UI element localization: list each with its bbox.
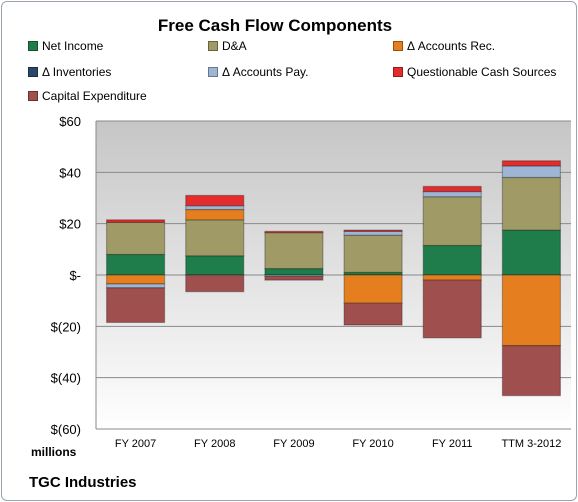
legend-item-accounts-pay: Δ Accounts Pay. <box>208 65 309 79</box>
bar-segment <box>185 255 245 276</box>
legend-label: D&A <box>222 39 247 53</box>
legend-label: Capital Expenditure <box>42 89 147 103</box>
bar-segment <box>105 221 166 256</box>
bar-segment <box>501 160 562 167</box>
bar-segment <box>343 229 403 232</box>
bar-segment <box>185 208 245 221</box>
legend-item-questionable-cash: Questionable Cash Sources <box>393 65 556 79</box>
bar-segment <box>264 275 324 281</box>
legend-label: Δ Accounts Rec. <box>407 39 496 53</box>
bar-segment <box>422 279 482 339</box>
bar-segment <box>105 274 166 285</box>
bar-segment <box>264 230 324 234</box>
x-tick-label: FY 2009 <box>273 438 314 450</box>
legend-label: Net Income <box>42 39 104 53</box>
bar-segment <box>105 219 166 223</box>
legend-swatch <box>393 66 403 77</box>
bar-segment <box>501 165 562 179</box>
chart-title: Free Cash Flow Components <box>157 16 393 35</box>
company-name: TGC Industries <box>29 474 137 491</box>
bar-segment <box>105 287 166 324</box>
y-tick-label: $- <box>69 268 81 283</box>
legend-swatch <box>28 40 38 51</box>
x-tick-label: FY 2007 <box>115 438 156 450</box>
bar-segment <box>185 194 245 207</box>
y-tick-label: $(20) <box>51 319 81 334</box>
x-tick-label: TTM 3-2012 <box>501 438 561 450</box>
bar-segment <box>422 274 482 281</box>
bar-segment <box>105 253 166 276</box>
bar-segment <box>343 234 403 274</box>
legend-swatch <box>208 66 218 77</box>
bar-segment <box>264 232 324 270</box>
bar-segment <box>185 219 245 257</box>
x-tick-label: FY 2008 <box>194 438 235 450</box>
y-tick-label: $(40) <box>51 371 81 386</box>
legend-item-accounts-rec: Δ Accounts Rec. <box>393 39 495 53</box>
bar-segment <box>343 302 403 326</box>
legend-label: Questionable Cash Sources <box>407 65 557 79</box>
bar-segment <box>501 229 562 276</box>
bar-segment <box>343 274 403 304</box>
legend-swatch <box>28 90 38 101</box>
legend-label: Δ Inventories <box>42 65 112 79</box>
y-tick-label: $20 <box>59 217 81 232</box>
bar-segment <box>422 196 482 247</box>
y-tick-label: $(60) <box>51 422 81 437</box>
bar-segment <box>422 190 482 198</box>
bar-segment <box>422 244 482 276</box>
x-tick-label: FY 2011 <box>432 438 473 450</box>
legend-swatch <box>28 66 38 77</box>
legend-swatch <box>393 40 403 51</box>
bar-segment <box>422 185 482 193</box>
bar-segment <box>501 176 562 231</box>
units-label: millions <box>31 445 77 459</box>
y-tick-label: $60 <box>59 114 81 129</box>
x-tick-label: FY 2010 <box>352 438 393 450</box>
bar-segment <box>264 267 324 276</box>
legend-label: Δ Accounts Pay. <box>222 65 309 79</box>
legend-item-da: D&A <box>208 39 247 53</box>
bar-segment <box>185 274 245 293</box>
y-tick-label: $40 <box>59 165 81 180</box>
bar-segment <box>501 344 562 397</box>
bar-segment <box>501 274 562 347</box>
legend-swatch <box>208 40 218 51</box>
legend-item-net-income: Net Income <box>28 39 103 53</box>
legend-item-inventories: Δ Inventories <box>28 65 111 79</box>
legend-item-capex: Capital Expenditure <box>28 89 147 103</box>
